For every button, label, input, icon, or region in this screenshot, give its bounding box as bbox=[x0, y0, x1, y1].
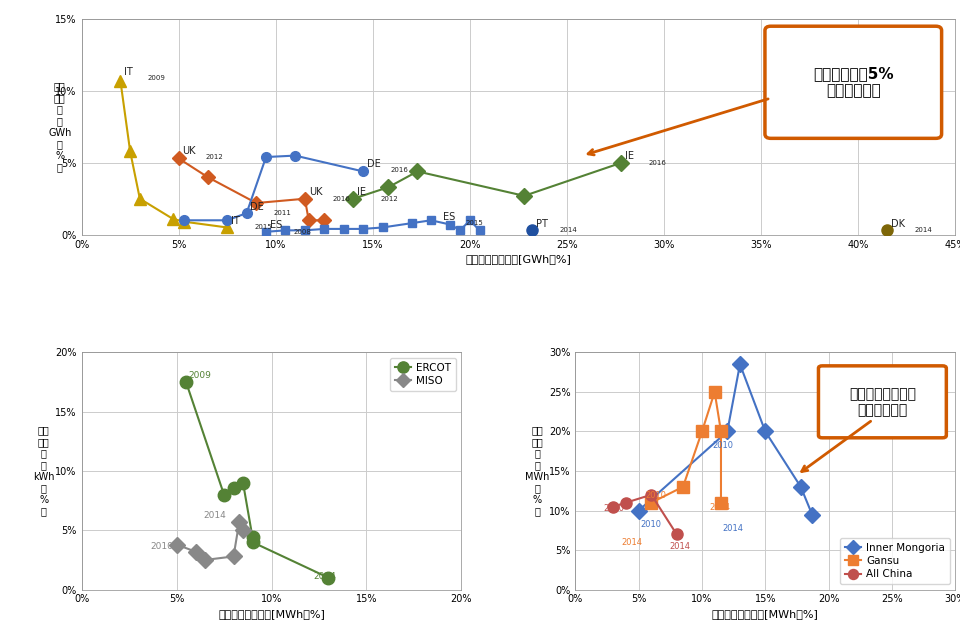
Gansu bbox=[715, 428, 727, 436]
ERCOT bbox=[247, 534, 258, 541]
ERCOT bbox=[218, 491, 229, 498]
ERCOT bbox=[228, 484, 239, 491]
X-axis label: 風力発電の導入率[MWhの%]: 風力発電の導入率[MWhの%] bbox=[218, 609, 324, 619]
Text: 2014: 2014 bbox=[313, 573, 336, 581]
MISO bbox=[200, 556, 211, 564]
Text: 2014: 2014 bbox=[709, 503, 731, 512]
MISO bbox=[237, 526, 249, 534]
MISO bbox=[228, 553, 239, 560]
All China bbox=[645, 491, 657, 498]
Gansu bbox=[696, 428, 708, 436]
Gansu bbox=[708, 388, 720, 396]
Text: 2011: 2011 bbox=[274, 210, 292, 216]
Text: 2009: 2009 bbox=[148, 75, 165, 81]
Text: 2008: 2008 bbox=[293, 229, 311, 235]
Text: 2009: 2009 bbox=[188, 371, 211, 380]
Line: All China: All China bbox=[608, 489, 683, 540]
X-axis label: 風力発電の導入率[MWhの%]: 風力発電の導入率[MWhの%] bbox=[712, 609, 819, 619]
Text: 出力
抑制
率
（
GWh
の
%
）: 出力 抑制 率 （ GWh の % ） bbox=[48, 81, 71, 172]
Text: 2016: 2016 bbox=[648, 160, 666, 165]
All China bbox=[620, 499, 632, 507]
Text: ES: ES bbox=[443, 212, 455, 222]
Text: 2016: 2016 bbox=[391, 167, 408, 173]
All China bbox=[671, 531, 683, 538]
Line: Gansu: Gansu bbox=[646, 386, 727, 508]
X-axis label: 風力発電の導入率[GWhの%]: 風力発電の導入率[GWhの%] bbox=[466, 254, 571, 264]
FancyBboxPatch shape bbox=[765, 26, 942, 138]
Gansu bbox=[677, 483, 688, 491]
Inner Mongoria bbox=[734, 361, 746, 368]
FancyBboxPatch shape bbox=[819, 366, 947, 438]
Text: 2014: 2014 bbox=[204, 510, 226, 520]
Text: 2014: 2014 bbox=[621, 538, 642, 547]
Text: 欧州では概ね5%
以内に収まる: 欧州では概ね5% 以内に収まる bbox=[813, 66, 894, 98]
ERCOT bbox=[323, 574, 334, 581]
Legend: Inner Mongoria, Gansu, All China: Inner Mongoria, Gansu, All China bbox=[840, 538, 950, 585]
Text: 2010: 2010 bbox=[150, 543, 173, 552]
Text: DE: DE bbox=[251, 202, 264, 212]
Text: UK: UK bbox=[182, 146, 196, 155]
Text: 2010: 2010 bbox=[603, 505, 624, 514]
Text: 過去悪かったもの
が劇的に改善: 過去悪かったもの が劇的に改善 bbox=[849, 387, 916, 417]
Text: 2010: 2010 bbox=[640, 520, 660, 529]
Text: IT: IT bbox=[124, 67, 133, 77]
Text: 出力
抑制
率
（
MWh
の
%
）: 出力 抑制 率 （ MWh の % ） bbox=[525, 425, 549, 517]
MISO bbox=[233, 518, 245, 526]
Text: IT: IT bbox=[231, 216, 240, 226]
All China bbox=[608, 503, 619, 510]
Inner Mongoria bbox=[795, 483, 806, 491]
Text: 2012: 2012 bbox=[380, 196, 398, 202]
Text: 2010: 2010 bbox=[645, 491, 666, 500]
Text: 2015: 2015 bbox=[466, 220, 484, 226]
Line: Inner Mongoria: Inner Mongoria bbox=[634, 359, 818, 520]
Inner Mongoria bbox=[759, 428, 771, 436]
Inner Mongoria bbox=[722, 428, 733, 436]
Text: 2016: 2016 bbox=[332, 196, 349, 202]
Text: ES: ES bbox=[270, 221, 282, 230]
Line: MISO: MISO bbox=[171, 517, 249, 566]
Text: 2014: 2014 bbox=[669, 542, 690, 551]
MISO bbox=[190, 548, 202, 555]
Inner Mongoria bbox=[633, 507, 644, 514]
Text: 2012: 2012 bbox=[205, 154, 224, 160]
ERCOT bbox=[247, 538, 258, 546]
Gansu bbox=[645, 499, 657, 507]
Text: PT: PT bbox=[536, 219, 548, 229]
Text: 2014: 2014 bbox=[722, 524, 743, 533]
Gansu bbox=[715, 499, 727, 507]
Text: 2014: 2014 bbox=[915, 227, 932, 233]
Text: 2010: 2010 bbox=[712, 441, 733, 450]
Text: 2015: 2015 bbox=[254, 224, 272, 230]
Text: IE: IE bbox=[357, 187, 367, 197]
Legend: ERCOT, MISO: ERCOT, MISO bbox=[390, 358, 456, 391]
Text: 出力
抑制
率
（
kWh
の
%
）: 出力 抑制 率 （ kWh の % ） bbox=[33, 425, 55, 517]
ERCOT bbox=[180, 378, 192, 386]
Line: ERCOT: ERCOT bbox=[180, 376, 335, 584]
Text: 2014: 2014 bbox=[559, 227, 577, 233]
ERCOT bbox=[237, 479, 249, 487]
Text: IE: IE bbox=[625, 152, 635, 161]
Inner Mongoria bbox=[806, 511, 818, 519]
Text: DE: DE bbox=[367, 158, 381, 169]
Text: UK: UK bbox=[309, 187, 323, 197]
MISO bbox=[171, 541, 182, 548]
Text: DK: DK bbox=[891, 219, 905, 229]
